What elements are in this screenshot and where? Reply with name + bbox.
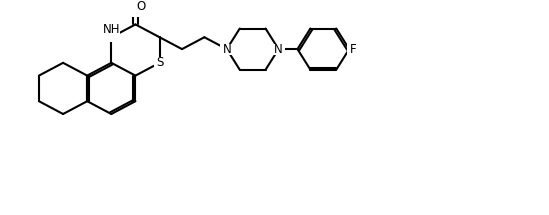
Text: S: S: [156, 56, 163, 69]
Text: N: N: [274, 43, 283, 56]
FancyBboxPatch shape: [347, 44, 363, 55]
Text: N: N: [222, 43, 231, 56]
Text: O: O: [137, 0, 145, 13]
Text: NH: NH: [103, 23, 120, 36]
Text: F: F: [350, 43, 357, 56]
FancyBboxPatch shape: [220, 44, 234, 55]
FancyBboxPatch shape: [131, 2, 142, 12]
FancyBboxPatch shape: [104, 31, 120, 42]
FancyBboxPatch shape: [154, 57, 166, 68]
FancyBboxPatch shape: [272, 44, 285, 55]
